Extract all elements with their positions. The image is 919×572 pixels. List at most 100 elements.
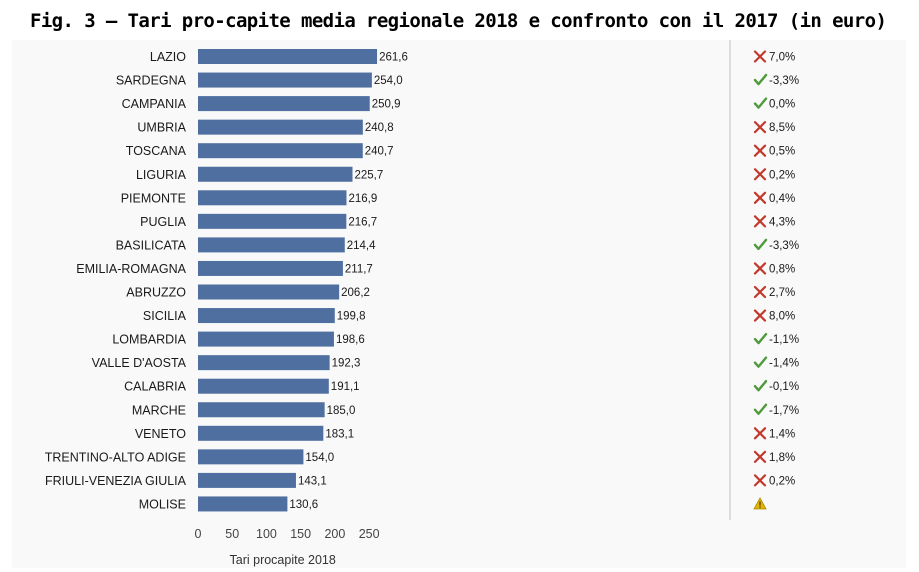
x-tick-label: 50: [225, 527, 239, 541]
category-label: UMBRIA: [137, 121, 186, 135]
category-label: EMILIA-ROMAGNA: [76, 262, 186, 276]
value-label: 250,9: [372, 99, 401, 111]
cross-icon: [753, 450, 767, 463]
value-label: 183,1: [325, 428, 354, 440]
check-icon: [753, 238, 768, 251]
value-label: 254,0: [374, 75, 403, 87]
bar: [198, 449, 304, 465]
category-label: MOLISE: [139, 497, 186, 511]
value-label: 240,7: [365, 146, 394, 158]
value-label: 211,7: [345, 263, 373, 275]
change-label: 1,8%: [769, 452, 795, 464]
bar: [198, 260, 343, 276]
check-icon: [753, 403, 768, 415]
warning-icon: [753, 497, 767, 510]
bar: [198, 96, 370, 112]
change-label: 0,2%: [769, 169, 795, 181]
bar: [198, 143, 363, 159]
x-tick-label: 150: [290, 527, 311, 541]
change-label: 0,2%: [769, 475, 795, 487]
bar: [198, 213, 347, 229]
bar: [198, 237, 345, 253]
x-tick-label: 0: [195, 527, 202, 541]
cross-icon: [753, 168, 767, 181]
category-label: TOSCANA: [126, 144, 187, 158]
category-label: SICILIA: [143, 309, 187, 323]
category-label: ABRUZZO: [126, 286, 186, 300]
category-label: LOMBARDIA: [112, 333, 186, 347]
bar: [198, 72, 372, 88]
value-label: 192,3: [332, 358, 361, 370]
cross-icon: [753, 285, 767, 299]
category-labels-group: LAZIO SARDEGNA CAMPANIA UMBRIA TOSCANA LIGURI…: [45, 50, 187, 511]
value-label: 240,8: [365, 122, 394, 134]
cross-icon: [753, 191, 767, 204]
value-label: 261,6: [379, 52, 408, 64]
value-label: 130,6: [289, 499, 318, 511]
value-label: 185,0: [327, 405, 356, 417]
bar: [198, 425, 324, 441]
bar: [198, 190, 347, 206]
cross-icon: [753, 427, 767, 440]
change-label: -3,3%: [769, 240, 799, 252]
change-label: 0,0%: [769, 99, 795, 111]
x-tick-label: 100: [256, 527, 277, 541]
bar: [198, 166, 353, 182]
change-label: 0,4%: [769, 193, 795, 205]
bars-group: [198, 49, 378, 512]
check-icon: [753, 97, 768, 109]
change-label: 7,0%: [769, 52, 795, 64]
cross-icon: [753, 309, 767, 322]
category-label: FRIULI-VENEZIA GIULIA: [45, 474, 187, 488]
value-label: 216,7: [348, 216, 377, 228]
x-tick-labels-group: 0 50 100 150 200 250: [195, 527, 380, 541]
category-label: PIEMONTE: [121, 191, 186, 205]
value-label: 206,2: [341, 287, 370, 299]
change-label: 0,8%: [769, 263, 795, 275]
cross-icon: [753, 50, 767, 63]
x-tick-label: 200: [324, 527, 345, 541]
value-label: 191,1: [331, 381, 360, 393]
value-label: 154,0: [305, 452, 334, 464]
category-label: BASILICATA: [116, 238, 187, 252]
cross-icon: [753, 121, 767, 134]
check-icon: [753, 356, 768, 368]
check-icon: [753, 332, 768, 345]
cross-icon: [753, 262, 767, 275]
change-label: 8,0%: [769, 311, 795, 323]
value-label: 225,7: [354, 169, 383, 181]
value-labels-group: 261,6 254,0 250,9 240,8 240,7 225,7 216,9 216,7…: [289, 52, 407, 511]
change-label: 8,5%: [769, 122, 795, 134]
chart-title: Fig. 3 – Tari pro-capite media regionale…: [30, 10, 887, 32]
bar: [198, 472, 296, 488]
bar: [198, 308, 335, 324]
category-label: CALABRIA: [124, 380, 186, 394]
change-label: -0,1%: [769, 381, 799, 393]
change-label: -1,1%: [769, 334, 799, 346]
category-label: VENETO: [135, 427, 186, 441]
category-label: SARDEGNA: [116, 74, 187, 88]
bar: [198, 119, 363, 135]
cross-icon: [753, 474, 767, 487]
category-label: LAZIO: [150, 50, 186, 64]
chart-panel: LAZIO SARDEGNA CAMPANIA UMBRIA TOSCANA LIGURI…: [12, 40, 906, 568]
bar: [198, 49, 378, 64]
change-label: 1,4%: [769, 428, 795, 440]
value-label: 199,8: [337, 311, 366, 323]
category-label: PUGLIA: [140, 215, 187, 229]
change-label: -1,7%: [769, 405, 799, 417]
bar: [198, 355, 330, 371]
bar: [198, 378, 329, 394]
check-icon: [753, 73, 768, 86]
change-label: -3,3%: [769, 75, 799, 87]
change-label: 4,3%: [769, 216, 795, 228]
bar: [198, 331, 334, 347]
bar: [198, 284, 340, 300]
change-column-group: 7,0% -3,3% 0,0% 8,5% 0,5% 0,2% 0,4% 4,3% -3,3% 0,…: [753, 50, 799, 510]
cross-icon: [753, 144, 767, 157]
bar: [198, 496, 288, 512]
check-icon: [753, 380, 768, 392]
change-label: 0,5%: [769, 146, 795, 158]
category-label: CAMPANIA: [122, 97, 187, 111]
cross-icon: [753, 215, 767, 228]
